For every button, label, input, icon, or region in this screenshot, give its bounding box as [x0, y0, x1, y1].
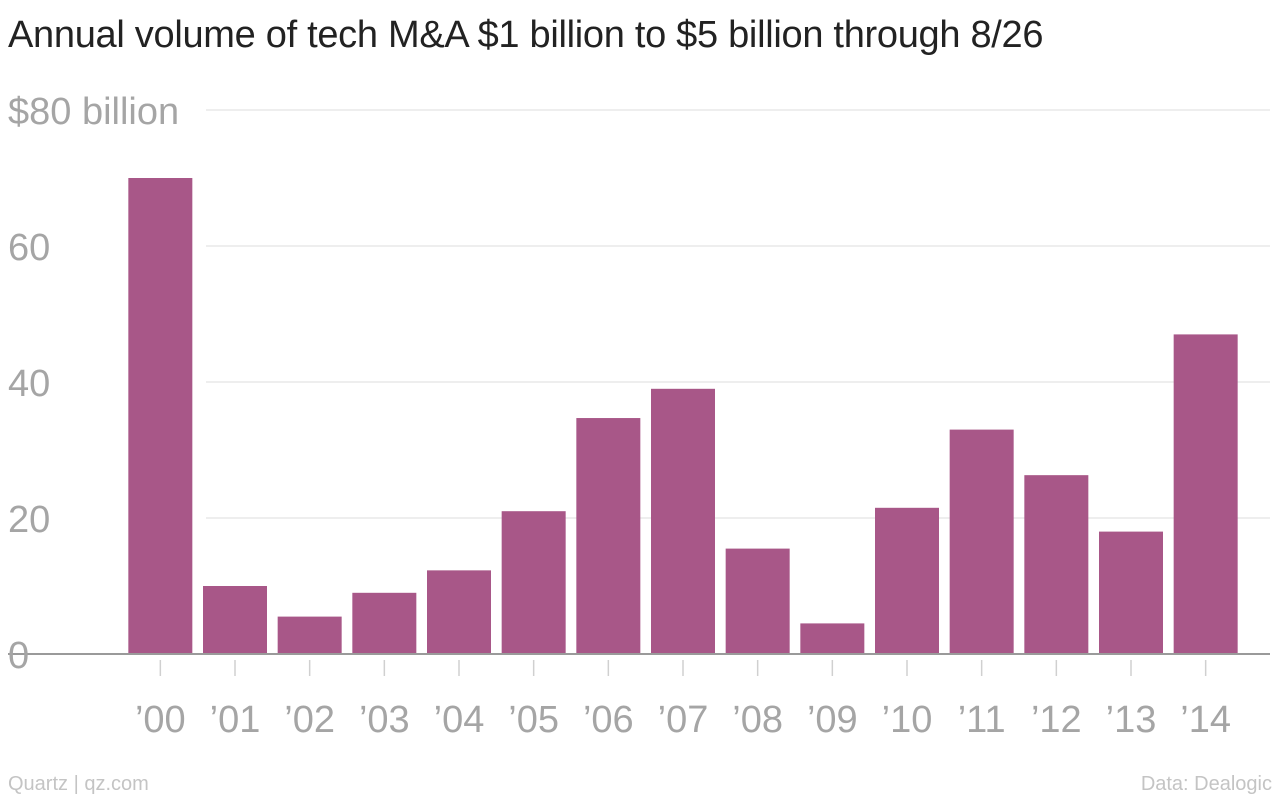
bars — [128, 178, 1238, 654]
y-tick-label: $80 billion — [8, 91, 179, 133]
chart-title: Annual volume of tech M&A $1 billion to … — [8, 14, 1044, 56]
x-tick-label: ’07 — [658, 699, 709, 741]
bar — [128, 178, 193, 654]
bar — [576, 418, 641, 654]
bar — [725, 548, 790, 654]
bar — [800, 623, 865, 654]
x-tick-label: ’14 — [1180, 699, 1231, 741]
x-tick-label: ’10 — [882, 699, 933, 741]
bar — [875, 507, 939, 654]
x-tick-label: ’08 — [732, 699, 783, 741]
y-tick-label: 0 — [8, 635, 29, 677]
bar — [1173, 334, 1238, 654]
bar — [277, 616, 342, 654]
x-tick-label: ’12 — [1031, 699, 1082, 741]
x-tick-labels: ’00 ’01 ’02 ’03 ’04 ’05 ’06 ’07 ’08 ’09 ’10 ’11 ’12 ’… — [135, 699, 1231, 741]
gridlines — [206, 109, 1270, 519]
x-tick-label: ’02 — [284, 699, 335, 741]
bar — [352, 592, 417, 654]
data-source: Data: Dealogic — [1140, 773, 1272, 795]
bar — [949, 429, 1014, 654]
x-tick-label: ’01 — [210, 699, 261, 741]
x-tick-label: ’05 — [508, 699, 559, 741]
x-tick-label: ’04 — [434, 699, 485, 741]
y-tick-label: 20 — [8, 499, 50, 541]
bar — [651, 388, 715, 654]
x-tick-label: ’00 — [135, 699, 186, 741]
y-tick-label: 60 — [8, 227, 50, 269]
bar — [1024, 475, 1089, 654]
x-axis — [8, 653, 1270, 676]
y-tick-labels: 0 20 40 60 $80 billion — [8, 91, 179, 677]
x-tick-label: ’13 — [1106, 699, 1157, 741]
y-tick-label: 40 — [8, 363, 50, 405]
bar — [501, 511, 566, 654]
source-credit: Quartz | qz.com — [8, 773, 149, 795]
x-tick-label: ’03 — [359, 699, 410, 741]
x-tick-label: ’11 — [958, 699, 1006, 741]
bar — [1099, 531, 1163, 654]
x-tick-label: ’09 — [807, 699, 858, 741]
bar — [427, 570, 491, 654]
bar — [203, 586, 267, 654]
x-tick-label: ’06 — [583, 699, 634, 741]
